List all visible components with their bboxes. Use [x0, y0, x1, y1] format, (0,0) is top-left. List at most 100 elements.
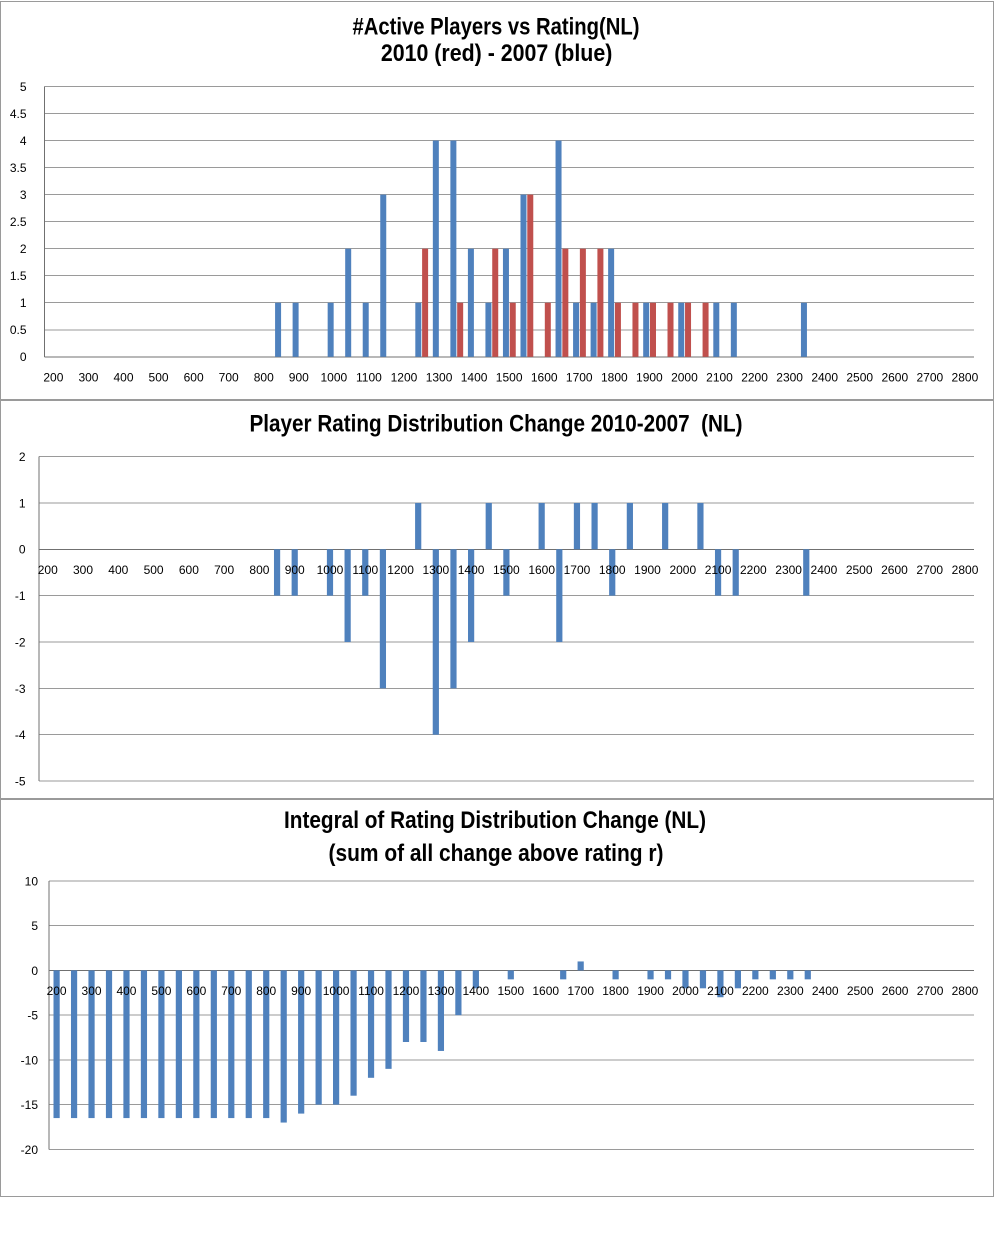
svg-text:800: 800 — [249, 563, 269, 577]
svg-text:1: 1 — [19, 496, 26, 510]
svg-text:500: 500 — [151, 984, 171, 998]
svg-text:300: 300 — [73, 563, 93, 577]
svg-text:-5: -5 — [27, 1009, 38, 1023]
svg-text:1500: 1500 — [493, 563, 520, 577]
svg-text:2300: 2300 — [777, 984, 804, 998]
svg-text:2010 (red) - 2007 (blue): 2010 (red) - 2007 (blue) — [381, 40, 613, 67]
svg-text:2700: 2700 — [916, 370, 943, 384]
svg-text:300: 300 — [82, 984, 102, 998]
svg-text:-20: -20 — [21, 1143, 39, 1157]
svg-text:1900: 1900 — [634, 563, 661, 577]
svg-text:2100: 2100 — [705, 563, 732, 577]
svg-text:1000: 1000 — [321, 370, 348, 384]
svg-text:700: 700 — [219, 370, 239, 384]
svg-text:2600: 2600 — [881, 563, 908, 577]
svg-text:2: 2 — [19, 450, 26, 464]
svg-text:2500: 2500 — [846, 563, 873, 577]
svg-text:900: 900 — [291, 984, 311, 998]
svg-text:3: 3 — [20, 188, 27, 202]
svg-text:1800: 1800 — [599, 563, 626, 577]
svg-text:#Active Players vs Rating(NL): #Active Players vs Rating(NL) — [353, 13, 640, 40]
svg-text:1900: 1900 — [636, 370, 663, 384]
svg-text:2100: 2100 — [707, 984, 734, 998]
svg-text:5: 5 — [20, 80, 27, 94]
svg-text:2300: 2300 — [776, 370, 803, 384]
svg-text:4.5: 4.5 — [10, 107, 27, 121]
svg-text:2800: 2800 — [952, 563, 979, 577]
svg-text:1700: 1700 — [566, 370, 593, 384]
svg-text:2300: 2300 — [775, 563, 802, 577]
svg-text:2000: 2000 — [672, 984, 699, 998]
svg-text:1300: 1300 — [426, 370, 453, 384]
svg-text:1600: 1600 — [532, 984, 559, 998]
svg-text:2000: 2000 — [669, 563, 696, 577]
svg-text:1500: 1500 — [497, 984, 524, 998]
svg-text:1800: 1800 — [601, 370, 628, 384]
svg-text:400: 400 — [116, 984, 136, 998]
svg-text:-3: -3 — [15, 682, 26, 696]
svg-text:1.5: 1.5 — [10, 269, 27, 283]
svg-text:2700: 2700 — [916, 563, 943, 577]
svg-text:700: 700 — [214, 563, 234, 577]
svg-text:300: 300 — [78, 370, 98, 384]
svg-text:600: 600 — [179, 563, 199, 577]
svg-text:200: 200 — [38, 563, 58, 577]
svg-text:900: 900 — [289, 370, 309, 384]
svg-text:2500: 2500 — [847, 984, 874, 998]
svg-text:1100: 1100 — [358, 984, 384, 998]
svg-text:500: 500 — [144, 563, 164, 577]
svg-text:400: 400 — [114, 370, 134, 384]
svg-text:900: 900 — [285, 563, 305, 577]
svg-text:-4: -4 — [15, 728, 26, 742]
svg-text:-2: -2 — [15, 635, 26, 649]
svg-text:1000: 1000 — [323, 984, 350, 998]
svg-text:1: 1 — [20, 296, 27, 310]
svg-text:600: 600 — [184, 370, 204, 384]
svg-text:1300: 1300 — [422, 563, 449, 577]
svg-text:1200: 1200 — [393, 984, 420, 998]
svg-text:2100: 2100 — [706, 370, 733, 384]
svg-text:2200: 2200 — [741, 370, 768, 384]
svg-text:600: 600 — [186, 984, 206, 998]
svg-text:2500: 2500 — [846, 370, 873, 384]
svg-text:2700: 2700 — [917, 984, 944, 998]
svg-text:1800: 1800 — [602, 984, 629, 998]
svg-text:2400: 2400 — [811, 563, 838, 577]
svg-text:200: 200 — [47, 984, 67, 998]
svg-text:1200: 1200 — [387, 563, 414, 577]
svg-text:4: 4 — [20, 134, 27, 148]
svg-text:1600: 1600 — [528, 563, 555, 577]
svg-text:0: 0 — [31, 964, 38, 978]
svg-text:200: 200 — [43, 370, 63, 384]
svg-text:2600: 2600 — [882, 984, 909, 998]
svg-text:2400: 2400 — [812, 984, 839, 998]
svg-text:1100: 1100 — [356, 370, 382, 384]
svg-text:1200: 1200 — [391, 370, 418, 384]
svg-text:0: 0 — [19, 543, 26, 557]
svg-text:2.5: 2.5 — [10, 215, 27, 229]
svg-text:400: 400 — [108, 563, 128, 577]
svg-text:Integral of Rating Distributio: Integral of Rating Distribution Change (… — [284, 807, 706, 834]
svg-text:-10: -10 — [21, 1053, 39, 1067]
svg-text:-1: -1 — [15, 589, 26, 603]
svg-text:3.5: 3.5 — [10, 161, 27, 175]
svg-text:10: 10 — [25, 874, 39, 888]
svg-text:1600: 1600 — [531, 370, 558, 384]
svg-text:2: 2 — [20, 242, 27, 256]
svg-text:2000: 2000 — [671, 370, 698, 384]
svg-text:1400: 1400 — [461, 370, 488, 384]
svg-text:0: 0 — [20, 350, 27, 364]
svg-text:-15: -15 — [21, 1098, 39, 1112]
svg-text:5: 5 — [31, 919, 38, 933]
svg-text:1000: 1000 — [317, 563, 344, 577]
svg-text:1100: 1100 — [352, 563, 378, 577]
svg-text:700: 700 — [221, 984, 241, 998]
svg-text:2200: 2200 — [742, 984, 769, 998]
svg-text:-5: -5 — [15, 774, 26, 788]
svg-text:2800: 2800 — [952, 984, 979, 998]
svg-text:2400: 2400 — [811, 370, 838, 384]
svg-text:1400: 1400 — [463, 984, 490, 998]
svg-text:1500: 1500 — [496, 370, 523, 384]
svg-text:800: 800 — [256, 984, 276, 998]
svg-text:0.5: 0.5 — [10, 323, 27, 337]
